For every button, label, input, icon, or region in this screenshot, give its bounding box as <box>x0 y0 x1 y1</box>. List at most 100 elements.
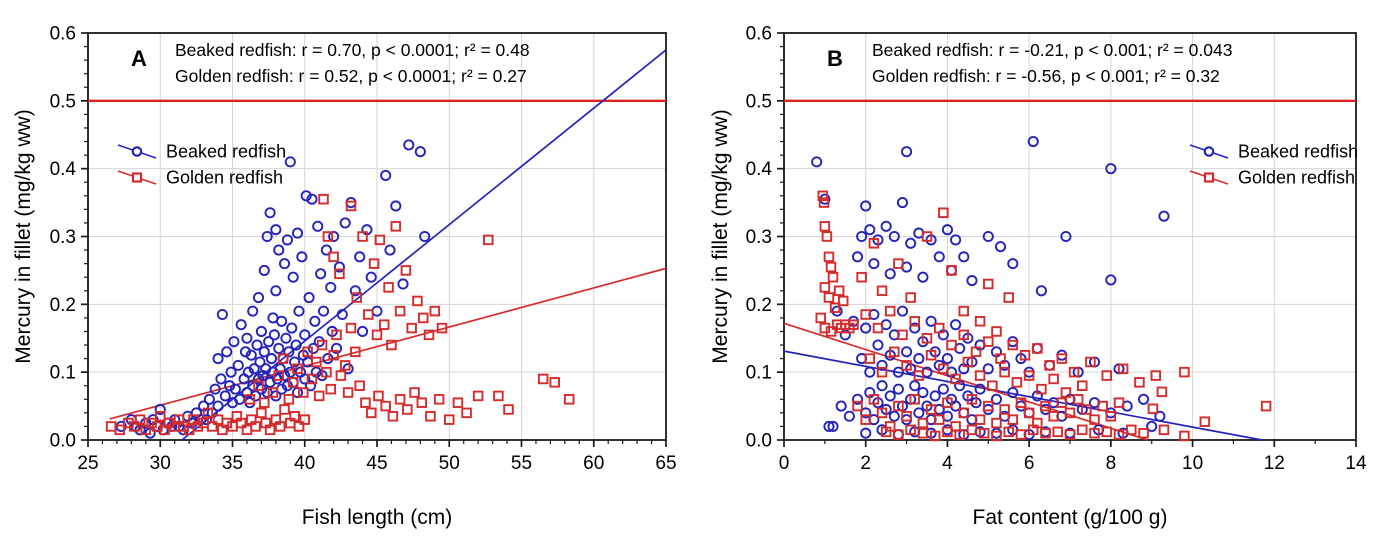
data-point <box>394 394 406 405</box>
data-point <box>1260 400 1272 412</box>
data-point <box>286 322 298 334</box>
data-point <box>380 400 391 412</box>
x-axis-title: Fat content (g/100 g) <box>973 506 1168 529</box>
data-point <box>209 383 221 395</box>
data-point <box>215 373 227 385</box>
data-point <box>368 258 380 269</box>
data-point <box>1113 429 1125 440</box>
data-point <box>384 244 396 256</box>
data-point <box>872 339 884 351</box>
data-point <box>292 363 303 375</box>
data-point <box>860 200 872 212</box>
data-point <box>893 429 904 440</box>
x-tick-label: 45 <box>366 453 387 474</box>
data-point <box>296 251 308 263</box>
data-point <box>406 322 417 334</box>
data-point <box>416 397 428 408</box>
data-point <box>300 190 312 202</box>
data-point <box>128 421 140 432</box>
stats-annotation: Beaked redfish: r = -0.21, p < 0.001; r²… <box>872 40 1232 86</box>
data-point <box>261 230 273 243</box>
data-point <box>1126 424 1137 436</box>
data-point <box>229 383 241 395</box>
data-point <box>950 373 961 385</box>
y-tick-label: 0.0 <box>746 431 772 452</box>
data-point <box>864 224 876 236</box>
x-tick-label: 8 <box>1106 453 1117 474</box>
data-point <box>868 258 880 270</box>
legend-marker-square-icon <box>131 172 143 183</box>
data-point <box>1068 366 1080 378</box>
data-point <box>452 397 464 408</box>
data-point <box>950 319 962 331</box>
data-point <box>251 339 263 351</box>
x-tick-label: 10 <box>1182 453 1203 474</box>
data-point <box>888 410 900 422</box>
data-point <box>833 285 845 297</box>
data-point <box>1101 370 1113 381</box>
data-point <box>817 190 829 202</box>
data-point <box>549 377 560 388</box>
data-point <box>339 360 351 371</box>
data-point <box>212 353 224 365</box>
data-point <box>851 393 864 405</box>
data-point <box>287 377 299 388</box>
data-point <box>1113 397 1125 408</box>
data-point <box>433 394 445 405</box>
data-point <box>403 139 415 151</box>
data-point <box>835 400 847 412</box>
data-point <box>938 363 949 375</box>
data-point <box>387 411 399 422</box>
y-tick-label: 0.1 <box>50 363 76 384</box>
data-point <box>941 353 953 365</box>
data-point <box>921 231 933 242</box>
x-tick-label: 30 <box>150 453 171 474</box>
data-point <box>1023 407 1035 419</box>
data-point <box>354 251 366 263</box>
data-point <box>253 380 264 391</box>
data-point <box>958 329 970 341</box>
data-point <box>950 234 962 246</box>
data-point <box>274 421 286 432</box>
legend-label: Beaked redfish <box>1238 142 1358 162</box>
data-point <box>320 244 332 256</box>
x-tick-label: 25 <box>77 453 98 474</box>
stats-line: Golden redfish: r = 0.52, p < 0.0001; r²… <box>175 66 527 86</box>
y-axis-title: Mercury in fillet (mg/kg ww) <box>709 109 732 363</box>
data-point <box>373 390 384 402</box>
data-point <box>374 234 386 246</box>
panel-letter: B <box>827 46 843 71</box>
data-point <box>946 339 957 351</box>
x-tick-label: 4 <box>942 453 953 474</box>
data-point <box>472 390 484 402</box>
data-point <box>999 404 1010 415</box>
y-tick-label: 0.6 <box>50 24 76 45</box>
data-point <box>913 407 925 419</box>
panel-b: 0 2 4 6 8 10 12 14 0.0 0.1 0.2 0.3 0.4 0.5 0.6 Fat cont… <box>709 24 1367 530</box>
data-point <box>244 394 256 405</box>
data-point <box>1064 407 1076 419</box>
data-point <box>235 417 247 429</box>
data-point <box>860 414 871 425</box>
data-point <box>970 346 982 358</box>
data-point <box>1105 411 1117 422</box>
data-point <box>284 156 296 168</box>
data-point <box>316 339 328 351</box>
data-point <box>852 400 863 412</box>
data-point <box>281 234 293 246</box>
data-point <box>429 305 441 317</box>
data-point <box>383 282 394 293</box>
data-point <box>901 360 912 371</box>
data-point <box>860 322 872 334</box>
data-point <box>1031 342 1043 354</box>
data-point <box>293 421 305 432</box>
data-point <box>994 241 1007 253</box>
data-point <box>273 244 285 256</box>
data-point <box>277 353 289 364</box>
data-point <box>287 271 299 283</box>
data-point <box>958 407 970 419</box>
trend-line-beaked <box>783 350 1263 441</box>
data-point <box>1011 377 1023 388</box>
